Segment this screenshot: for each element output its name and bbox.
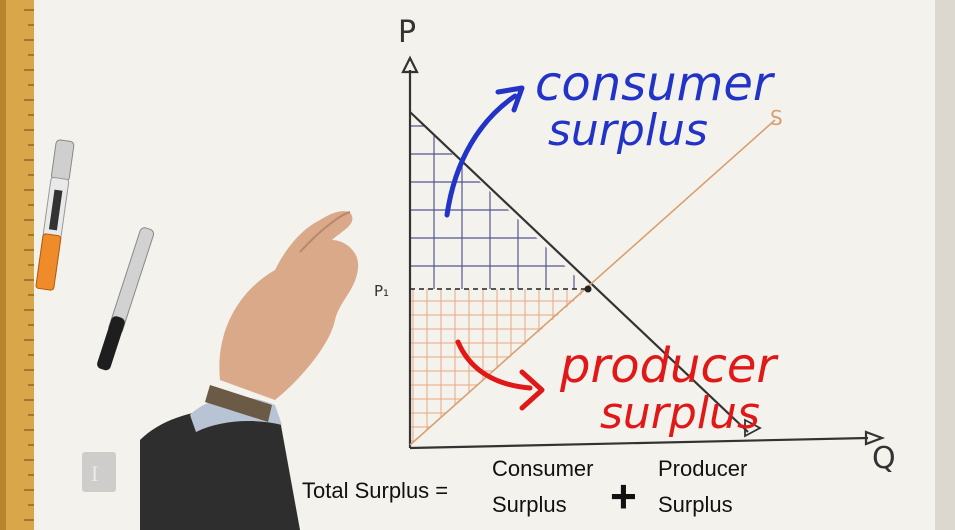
supply-curve (409, 119, 776, 446)
supply-label: S (770, 106, 783, 130)
producer-annotation-line1: producer (559, 338, 779, 394)
y-axis-label: P (398, 15, 416, 50)
caption-consumer-line1: Consumer (492, 456, 593, 481)
producer-annotation-line2: surplus (600, 388, 760, 439)
paper-shadow (935, 0, 955, 530)
consumer-arrow (444, 93, 518, 218)
consumer-arrowhead (495, 85, 525, 113)
pen-icon (97, 227, 155, 371)
marker-icon (35, 139, 75, 291)
producer-arrowhead (519, 369, 545, 411)
consumer-annotation-line2: surplus (548, 105, 708, 156)
producer-arrow (455, 339, 533, 391)
equilibrium-point (584, 285, 592, 293)
demand-curve (409, 111, 749, 433)
hand-icon (140, 211, 359, 530)
ruler-icon (0, 0, 34, 530)
watermark-icon (82, 452, 116, 492)
x-axis-label: Q (872, 441, 896, 476)
caption-producer-line2: Surplus (658, 492, 733, 517)
demand-arrowhead (744, 418, 762, 438)
caption-consumer-line2: Surplus (492, 492, 567, 517)
consumer-annotation-line1: consumer (535, 56, 776, 112)
axes (401, 55, 886, 450)
total-surplus-label: Total Surplus = (302, 478, 448, 503)
watermark-glyph: I (91, 461, 98, 486)
caption-producer-line1: Producer (658, 456, 747, 481)
consumer-surplus-area (410, 112, 588, 289)
price-label: P₁ (374, 282, 389, 300)
plus-sign: + (610, 470, 637, 522)
